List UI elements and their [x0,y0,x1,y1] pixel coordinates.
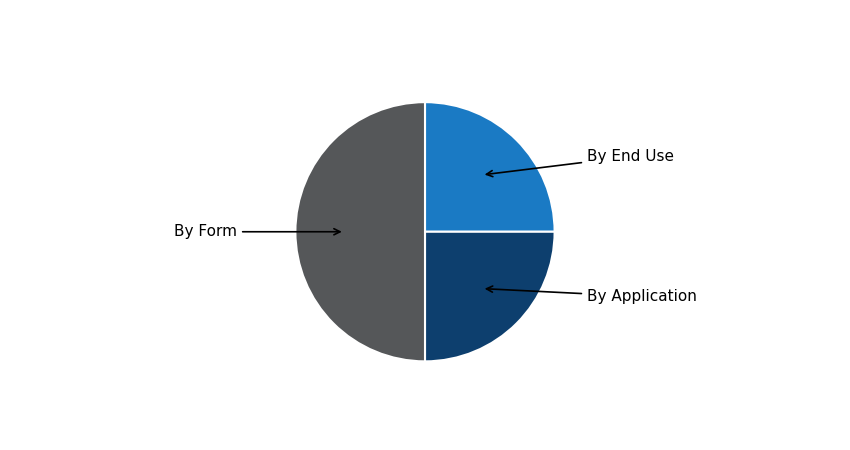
Text: Methylene Diphenyl Diisocyanate Market By Segmentation: Methylene Diphenyl Diisocyanate Market B… [55,25,795,45]
Wedge shape [296,102,425,361]
Text: © Polaris Market Research and Consulting LLP: © Polaris Market Research and Consulting… [612,421,850,432]
Text: By Application: By Application [486,286,697,304]
Text: By End Use: By End Use [486,149,674,177]
Text: ✉  sales@polarismarketresearch.com: ✉ sales@polarismarketresearch.com [357,421,565,432]
Wedge shape [425,102,554,232]
Text: ☎  +1 929-297-9727 | +44-289-581-7111: ☎ +1 929-297-9727 | +44-289-581-7111 [26,421,263,432]
Wedge shape [425,232,554,361]
Text: By Form: By Form [174,224,340,239]
